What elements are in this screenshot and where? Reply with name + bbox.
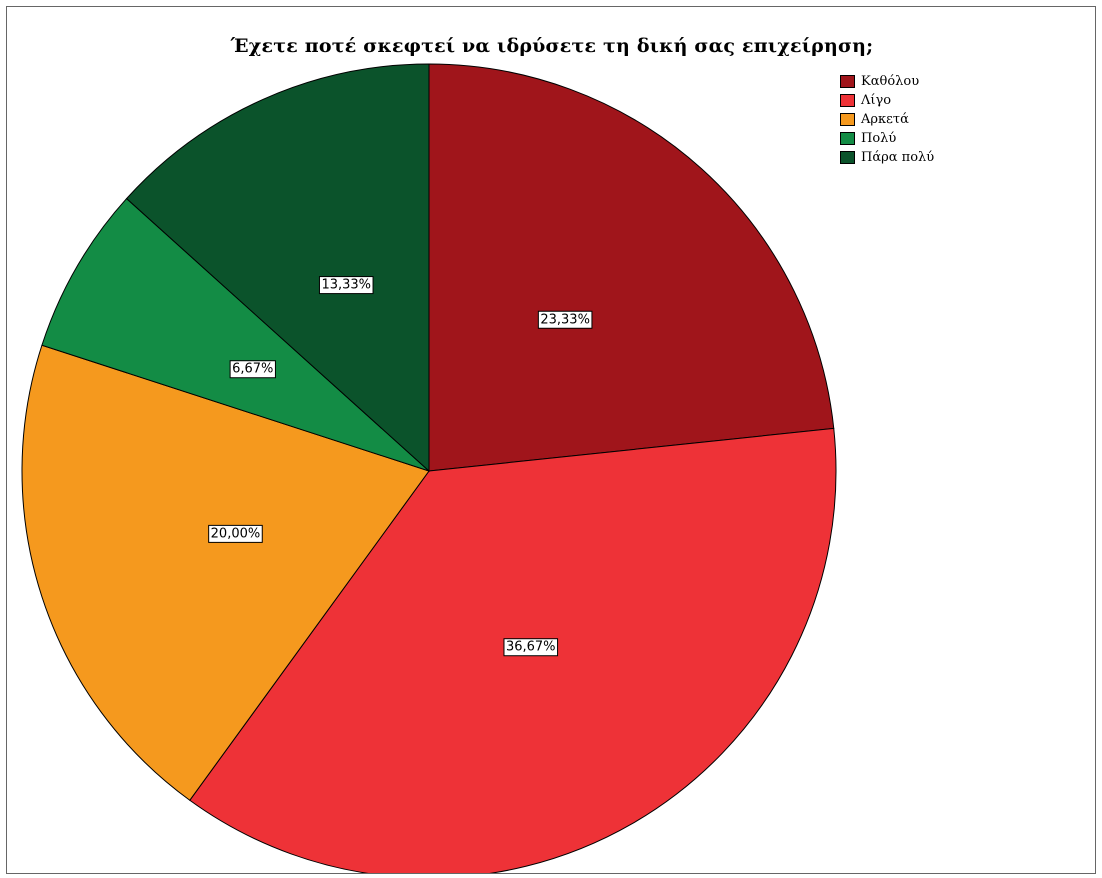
slice-label-box [208, 524, 263, 543]
legend-item-katholou: Καθόλου [840, 72, 934, 91]
pie-slice [428, 63, 835, 472]
slice-label: 23,33% [537, 310, 593, 329]
slice-label-box [229, 360, 276, 379]
slice-label-box [318, 276, 374, 295]
pie-chart: 23,33% 36,67% 20,00% 6,67% 13,33% [21, 63, 837, 873]
slice-label-box [537, 310, 593, 329]
slice-label: 36,67% [503, 638, 559, 657]
legend-item-ligo: Λίγο [840, 91, 934, 110]
legend: Καθόλου Λίγο Αρκετά Πολύ Πάρα πολύ [840, 72, 934, 167]
legend-item-para-poly: Πάρα πολύ [840, 148, 934, 167]
legend-swatch [840, 151, 855, 164]
legend-item-arketa: Αρκετά [840, 110, 934, 129]
legend-swatch [840, 75, 855, 88]
chart-frame: 23,33% 36,67% 20,00% 6,67% 13,33% Έχετε ποτέ… [6, 6, 1096, 874]
pie-slice [21, 344, 430, 801]
legend-swatch [840, 113, 855, 126]
legend-label: Αρκετά [861, 112, 909, 127]
legend-label: Πάρα πολύ [861, 150, 935, 165]
pie-slice [41, 197, 430, 472]
slice-label-box [503, 638, 559, 657]
slice-label-text: 36,67% [506, 640, 556, 655]
legend-swatch [840, 132, 855, 145]
slice-label-text: 6,67% [232, 362, 273, 377]
slice-label: 6,67% [229, 360, 276, 379]
legend-label: Πολύ [861, 131, 897, 146]
slice-label: 13,33% [318, 276, 374, 295]
slice-label: 20,00% [208, 524, 263, 543]
slice-label-text: 20,00% [211, 526, 261, 541]
pie-slice [125, 63, 430, 473]
legend-swatch [840, 94, 855, 107]
legend-item-poly: Πολύ [840, 129, 934, 148]
chart-title: Έχετε ποτέ σκεφτεί να ιδρύσετε τη δική σ… [230, 35, 874, 57]
legend-label: Λίγο [861, 93, 892, 108]
legend-label: Καθόλου [861, 74, 920, 89]
slice-label-text: 23,33% [540, 312, 590, 327]
slice-label-text: 13,33% [321, 278, 371, 293]
